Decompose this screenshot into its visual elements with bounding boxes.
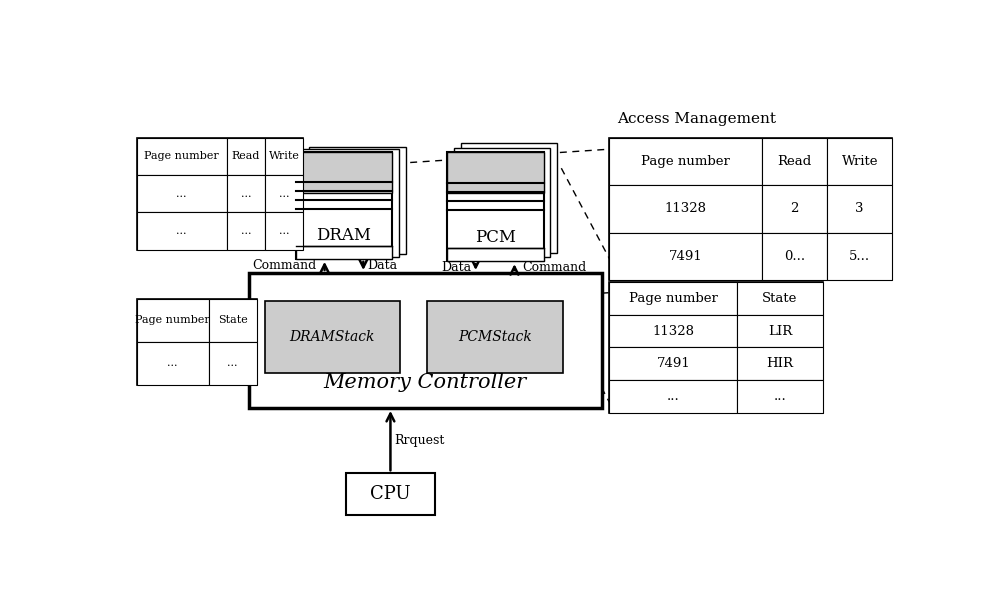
FancyBboxPatch shape: [265, 175, 303, 212]
FancyBboxPatch shape: [609, 232, 762, 280]
Text: ...: ...: [241, 226, 251, 236]
FancyBboxPatch shape: [609, 347, 737, 380]
Text: Page number: Page number: [641, 155, 730, 168]
FancyBboxPatch shape: [137, 138, 227, 175]
Text: Write: Write: [841, 155, 878, 168]
FancyBboxPatch shape: [302, 149, 399, 257]
Text: ...: ...: [167, 358, 178, 368]
FancyBboxPatch shape: [249, 273, 602, 408]
FancyBboxPatch shape: [296, 246, 392, 259]
Text: Page number: Page number: [144, 151, 219, 162]
FancyBboxPatch shape: [296, 152, 392, 259]
FancyBboxPatch shape: [609, 380, 737, 413]
Text: Read: Read: [232, 151, 260, 162]
Text: Command: Command: [522, 261, 586, 273]
Text: Data: Data: [367, 260, 397, 272]
FancyBboxPatch shape: [827, 138, 892, 185]
Text: Page number: Page number: [629, 292, 718, 305]
Text: Rrquest: Rrquest: [394, 434, 445, 447]
FancyBboxPatch shape: [461, 143, 557, 253]
FancyBboxPatch shape: [609, 138, 762, 185]
Text: 11328: 11328: [652, 325, 694, 338]
Text: Data: Data: [442, 261, 472, 273]
Text: 3: 3: [855, 202, 864, 215]
Text: 7491: 7491: [669, 250, 703, 263]
Text: ...: ...: [279, 226, 289, 236]
Text: CPU: CPU: [370, 485, 411, 503]
Text: Command: Command: [253, 260, 317, 272]
FancyBboxPatch shape: [265, 212, 303, 250]
FancyBboxPatch shape: [762, 232, 827, 280]
FancyBboxPatch shape: [209, 298, 257, 342]
FancyBboxPatch shape: [137, 212, 227, 250]
FancyBboxPatch shape: [827, 232, 892, 280]
Text: State: State: [218, 315, 248, 325]
FancyBboxPatch shape: [737, 347, 822, 380]
Text: Read: Read: [778, 155, 812, 168]
FancyBboxPatch shape: [609, 315, 737, 347]
FancyBboxPatch shape: [137, 138, 303, 250]
Text: ...: ...: [176, 189, 187, 198]
FancyBboxPatch shape: [264, 301, 400, 373]
FancyBboxPatch shape: [737, 282, 822, 315]
FancyBboxPatch shape: [737, 315, 822, 347]
FancyBboxPatch shape: [227, 212, 265, 250]
Text: ...: ...: [241, 189, 251, 198]
Text: Page number: Page number: [135, 315, 210, 325]
Text: ...: ...: [774, 390, 786, 403]
FancyBboxPatch shape: [447, 248, 544, 261]
Text: DRAM: DRAM: [316, 227, 371, 244]
Text: 2: 2: [790, 202, 799, 215]
FancyBboxPatch shape: [609, 282, 737, 315]
FancyBboxPatch shape: [447, 152, 544, 194]
Text: ...: ...: [176, 226, 187, 236]
FancyBboxPatch shape: [609, 282, 822, 413]
FancyBboxPatch shape: [137, 298, 209, 342]
FancyBboxPatch shape: [137, 175, 227, 212]
Text: 11328: 11328: [665, 202, 707, 215]
Text: LIR: LIR: [768, 325, 792, 338]
Text: 0...: 0...: [784, 250, 805, 263]
FancyBboxPatch shape: [427, 301, 563, 373]
FancyBboxPatch shape: [737, 380, 822, 413]
Text: 5...: 5...: [849, 250, 870, 263]
FancyBboxPatch shape: [265, 138, 303, 175]
FancyBboxPatch shape: [609, 138, 892, 280]
Text: ...: ...: [667, 390, 680, 403]
FancyBboxPatch shape: [454, 148, 550, 257]
FancyBboxPatch shape: [137, 342, 209, 385]
Text: Access Management: Access Management: [617, 112, 776, 126]
Text: PCM: PCM: [475, 229, 516, 246]
FancyBboxPatch shape: [762, 185, 827, 232]
FancyBboxPatch shape: [296, 152, 392, 192]
FancyBboxPatch shape: [137, 298, 257, 385]
Text: ...: ...: [227, 358, 238, 368]
FancyBboxPatch shape: [227, 138, 265, 175]
Text: HIR: HIR: [766, 358, 793, 370]
FancyBboxPatch shape: [447, 152, 544, 261]
Text: Write: Write: [269, 151, 300, 162]
FancyBboxPatch shape: [827, 185, 892, 232]
FancyBboxPatch shape: [762, 138, 827, 185]
FancyBboxPatch shape: [309, 147, 406, 254]
FancyBboxPatch shape: [227, 175, 265, 212]
FancyBboxPatch shape: [346, 473, 435, 515]
Text: State: State: [762, 292, 798, 305]
FancyBboxPatch shape: [609, 185, 762, 232]
Text: PCMStack: PCMStack: [458, 330, 532, 344]
Text: ...: ...: [279, 189, 289, 198]
Text: Memory Controller: Memory Controller: [324, 373, 527, 392]
FancyBboxPatch shape: [209, 342, 257, 385]
Text: DRAMStack: DRAMStack: [290, 330, 375, 344]
Text: 7491: 7491: [656, 358, 690, 370]
